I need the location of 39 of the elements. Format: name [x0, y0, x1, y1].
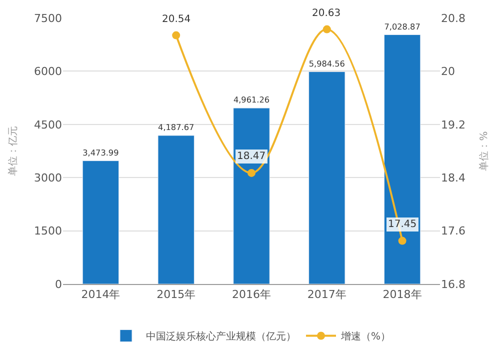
x-tick-label: 2018年 [382, 288, 422, 302]
data-label: 7,028.87 [384, 21, 420, 32]
data-label: 3,473.99 [82, 147, 119, 158]
y2-tick-label: 20 [441, 65, 455, 78]
point [322, 25, 331, 34]
bar [384, 34, 421, 284]
data-label: 18.47 [237, 151, 266, 162]
data-label: 4,961.26 [233, 94, 270, 105]
x-tick-label: 2016年 [232, 288, 271, 302]
y-tick-label: 7500 [34, 12, 62, 25]
point [172, 31, 180, 40]
y2-axis-title: 单位：% [478, 131, 490, 171]
bar [233, 108, 270, 284]
bar [82, 160, 120, 284]
y2-tick-label: 19.2 [441, 118, 466, 132]
x-tick-label: 2017年 [307, 288, 346, 302]
x-tick-label: 2014年 [81, 288, 120, 302]
data-label: 5,984.56 [308, 58, 345, 68]
bar [308, 72, 346, 284]
y-tick-label: 1500 [34, 224, 62, 238]
y-tick-label: 6000 [34, 65, 62, 78]
y-axis-title: 单位：亿元 [7, 126, 19, 176]
x-tick-label: 2015年 [156, 288, 196, 302]
data-label: 4,187.67 [158, 122, 194, 132]
y2-tick-label: 17.6 [441, 224, 466, 238]
point [248, 168, 256, 177]
bar [158, 135, 194, 284]
y-tick-label: 3000 [34, 171, 62, 184]
data-label: 20.54 [162, 14, 191, 25]
point [398, 236, 406, 245]
data-label: 20.63 [312, 8, 341, 19]
data-label: 17.45 [388, 219, 417, 230]
legend-label: 中国泛娱乐核心产业规模（亿元） [146, 330, 296, 343]
y2-tick-label: 16.8 [441, 278, 466, 291]
legend-label: 增速（%） [340, 330, 391, 343]
y-tick-label: 4500 [34, 118, 62, 132]
y-tick-label: 0 [55, 278, 62, 291]
y2-tick-label: 20.8 [441, 12, 466, 25]
y2-tick-label: 18.4 [441, 171, 466, 184]
